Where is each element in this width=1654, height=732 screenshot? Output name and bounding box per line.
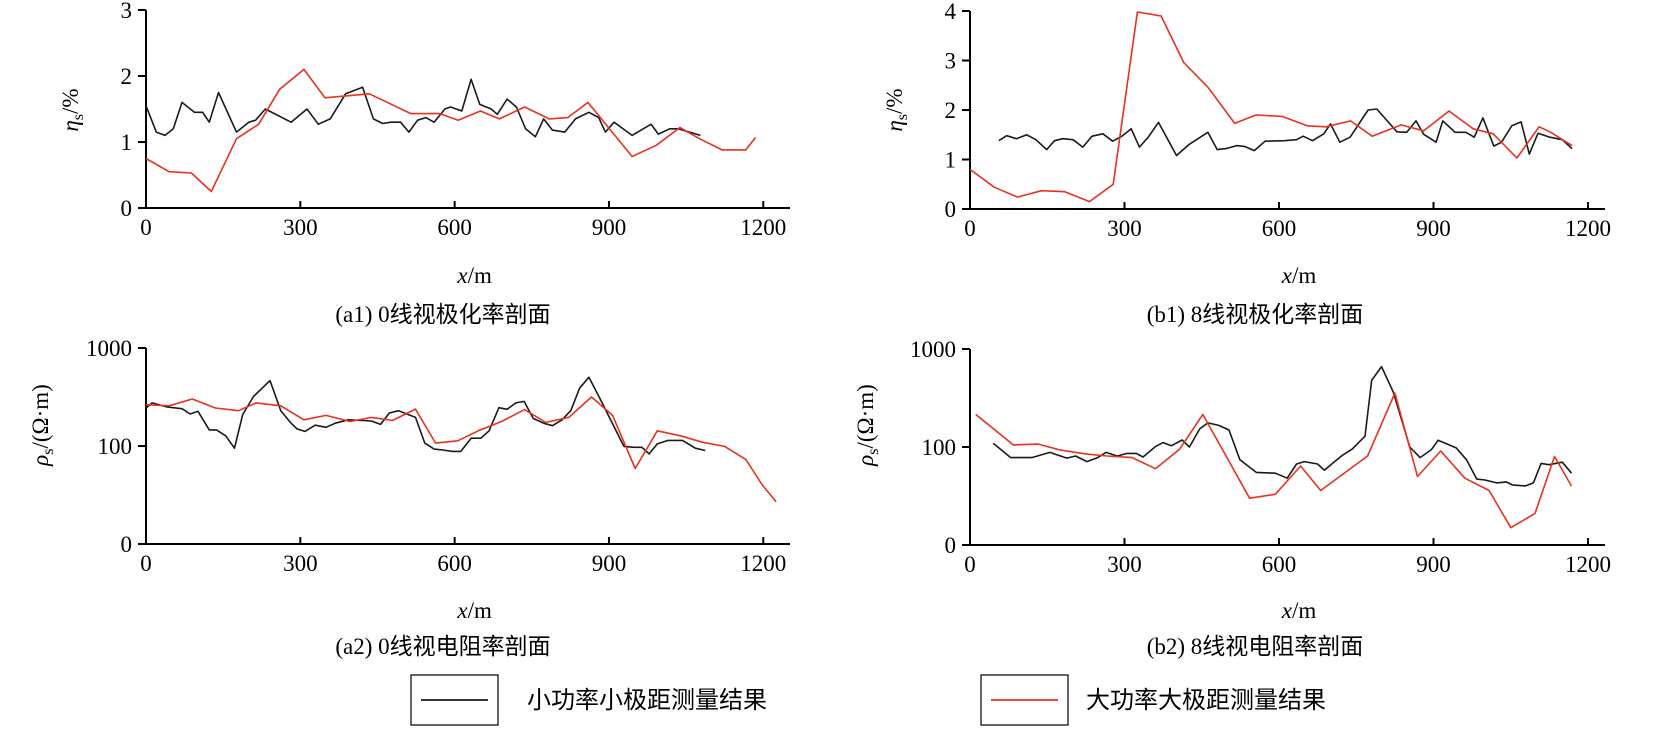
series-line-small-power	[145, 376, 706, 455]
chart-a2: 0 300 600 900 1200 0 100 1000 ρs/(Ω·m) x/m (a2) 0线…	[28, 336, 790, 659]
x-tick-label: 0	[964, 552, 976, 577]
chart-b1: 0 300 600 900 1200 0 1 2 3 4 ηs/% x/m (b1) 8线视极化率剖面	[882, 0, 1611, 327]
y-label-var: η	[882, 120, 907, 131]
y-label-sub: s	[40, 449, 57, 455]
legend-label: 大功率大极距测量结果	[1086, 687, 1326, 714]
y-tick-label: 0	[945, 533, 957, 558]
x-tick-label: 1200	[740, 215, 786, 240]
y-axis-label: ηs/%	[882, 88, 911, 131]
y-tick-label: 1000	[86, 336, 132, 361]
x-tick-label: 300	[283, 215, 318, 240]
y-axis-label: ρs/(Ω·m)	[853, 384, 882, 467]
chart-caption: (b1) 8线视极化率剖面	[1147, 302, 1364, 327]
y-tick-label: 0	[121, 532, 133, 557]
y-label-sub: s	[865, 449, 882, 455]
y-axis-label: ηs/%	[58, 88, 87, 131]
y-tick-label: 3	[121, 0, 133, 23]
x-label-unit: /m	[468, 598, 492, 623]
x-label-unit: /m	[468, 263, 492, 288]
series-line-small-power	[992, 365, 1573, 487]
x-label-var: x	[456, 263, 468, 288]
x-tick-label: 300	[1107, 552, 1142, 577]
y-label-sub: s	[70, 114, 87, 120]
y-tick-label: 0	[121, 196, 133, 221]
y-label-var: η	[58, 120, 83, 131]
x-axis-label: x/m	[1281, 263, 1317, 288]
x-tick-label: 600	[1262, 552, 1297, 577]
x-tick-label: 900	[1416, 552, 1451, 577]
series-line-large-power	[975, 392, 1573, 529]
x-tick-label: 600	[437, 215, 472, 240]
y-tick-label: 100	[922, 435, 957, 460]
y-tick-label: 4	[945, 0, 957, 24]
legend-label: 小功率小极距测量结果	[527, 687, 767, 714]
legend: 小功率小极距测量结果 大功率大极距测量结果	[410, 674, 1326, 726]
y-tick-label: 3	[945, 49, 957, 74]
x-tick-label: 1200	[740, 551, 786, 576]
x-tick-label: 900	[1416, 216, 1451, 241]
x-label-unit: /m	[1292, 598, 1316, 623]
series-line-large-power	[145, 396, 777, 503]
x-tick-label: 300	[1107, 216, 1142, 241]
y-label-unit: /(Ω·m)	[28, 384, 53, 448]
x-tick-label: 900	[592, 551, 627, 576]
x-tick-label: 900	[592, 215, 627, 240]
y-label-unit: /%	[58, 88, 83, 114]
x-label-var: x	[1281, 263, 1293, 288]
legend-item: 大功率大极距测量结果	[980, 674, 1326, 726]
x-axis-label: x/m	[456, 598, 492, 623]
chart-caption: (a2) 0线视电阻率剖面	[335, 634, 550, 659]
x-tick-label: 1200	[1565, 216, 1611, 241]
x-tick-label: 600	[1262, 216, 1297, 241]
chart-b2: 0 300 600 900 1200 0 100 1000 ρs/(Ω·m) x/m (b2) 8线…	[853, 337, 1611, 659]
x-tick-label: 300	[283, 551, 318, 576]
series-line-large-power	[969, 11, 1573, 203]
chart-caption: (b2) 8线视电阻率剖面	[1147, 634, 1364, 659]
x-label-var: x	[456, 598, 468, 623]
x-axis-label: x/m	[456, 263, 492, 288]
x-tick-label: 0	[140, 551, 152, 576]
y-label-unit: /%	[882, 88, 907, 114]
y-tick-label: 1	[121, 130, 133, 155]
x-label-unit: /m	[1292, 263, 1316, 288]
series-line-small-power	[145, 78, 701, 138]
y-tick-label: 1	[945, 148, 957, 173]
y-tick-label: 2	[121, 64, 133, 89]
chart-caption: (a1) 0线视极化率剖面	[335, 302, 550, 327]
x-tick-label: 1200	[1565, 552, 1611, 577]
chart-a1: 0 300 600 900 1200 0 1 2 3 ηs/% x/m (a1) 0线视极化率剖面	[58, 0, 790, 327]
y-label-var: ρ	[853, 455, 878, 467]
y-axis-label: ρs/(Ω·m)	[28, 384, 57, 467]
legend-swatch-box	[980, 674, 1069, 726]
x-label-var: x	[1281, 598, 1293, 623]
y-label-sub: s	[894, 114, 911, 120]
y-tick-label: 0	[945, 197, 957, 222]
legend-swatch-box	[410, 674, 499, 726]
x-tick-label: 0	[964, 216, 976, 241]
y-label-var: ρ	[28, 455, 53, 467]
x-axis-label: x/m	[1281, 598, 1317, 623]
x-tick-label: 0	[140, 215, 152, 240]
series-line-small-power	[998, 108, 1573, 157]
y-label-unit: /(Ω·m)	[853, 384, 878, 448]
y-tick-label: 2	[945, 98, 957, 123]
y-tick-label: 100	[98, 434, 133, 459]
legend-item: 小功率小极距测量结果	[410, 674, 767, 726]
x-tick-label: 600	[437, 551, 472, 576]
series-line-large-power	[145, 68, 757, 193]
y-tick-label: 1000	[910, 337, 956, 362]
